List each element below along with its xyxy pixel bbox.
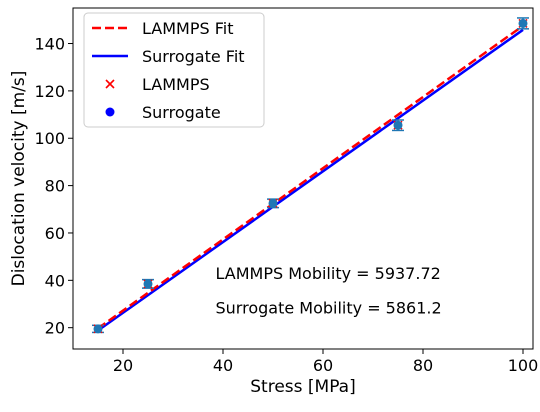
legend: LAMMPS Fit Surrogate Fit LAMMPS Surrogate — [83, 12, 265, 128]
x-tick-label: 60 — [313, 356, 333, 375]
fit-line-lammps-fit — [97, 24, 524, 330]
surrogate-point — [143, 279, 153, 289]
legend-label-surrogate: Surrogate — [142, 103, 221, 122]
y-tick-label: 140 — [34, 35, 65, 54]
plot-area — [92, 17, 529, 334]
surrogate-point — [518, 18, 528, 28]
surrogate-point — [93, 324, 103, 334]
x-tick-label: 100 — [508, 356, 539, 375]
x-tick-label: 20 — [113, 356, 133, 375]
lammps-mobility-annotation: LAMMPS Mobility = 5937.72 — [216, 264, 441, 283]
legend-label-surrogate-fit: Surrogate Fit — [142, 47, 245, 66]
surrogate-mobility-annotation: Surrogate Mobility = 5861.2 — [216, 298, 442, 317]
legend-box — [83, 12, 265, 128]
y-axis-label: Dislocation velocity [m/s] — [9, 71, 29, 287]
surrogate-point — [268, 198, 278, 208]
y-tick-label: 80 — [45, 177, 65, 196]
legend-swatch-surrogate — [105, 107, 115, 117]
legend-swatch-lammps — [105, 79, 115, 89]
legend-label-lammps: LAMMPS — [142, 75, 210, 94]
x-axis-label: Stress [MPa] — [250, 377, 356, 397]
y-tick-label: 120 — [34, 82, 65, 101]
x-tick-label: 40 — [213, 356, 233, 375]
y-tick-label: 100 — [34, 129, 65, 148]
surrogate-point — [393, 120, 403, 130]
legend-label-lammps-fit: LAMMPS Fit — [142, 19, 233, 38]
axes-frame — [72, 7, 534, 350]
fit-line-surrogate-fit — [97, 28, 524, 332]
y-tick-label: 20 — [45, 319, 65, 338]
y-tick-label: 40 — [45, 271, 65, 290]
annotations: LAMMPS Mobility = 5937.72 Surrogate Mobil… — [216, 264, 442, 317]
y-tick-label: 60 — [45, 224, 65, 243]
x-tick-label: 80 — [413, 356, 433, 375]
axes: 20 40 60 80 100 20 40 60 80 100 120 140 Stress [MPa]… — [9, 7, 539, 397]
